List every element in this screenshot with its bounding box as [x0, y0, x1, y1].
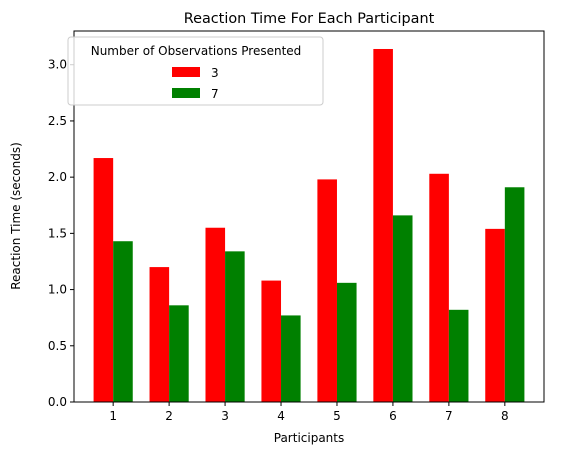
bar-series-3-participant-8	[485, 228, 505, 402]
y-tick-label-2.0: 2.0	[48, 170, 67, 184]
x-tick-label-4: 4	[277, 409, 285, 423]
bar-series-7-participant-6	[392, 215, 413, 402]
legend-swatch-7	[172, 88, 200, 98]
bar-series-7-participant-8	[504, 187, 525, 402]
bar-series-3-participant-4	[261, 280, 282, 402]
y-tick-label-2.5: 2.5	[48, 114, 67, 128]
x-tick-label-3: 3	[221, 409, 229, 423]
y-axis-label: Reaction Time (seconds)	[9, 142, 23, 290]
x-tick-label-8: 8	[501, 409, 509, 423]
bar-series-3-participant-1	[93, 158, 114, 402]
bars-group	[93, 48, 525, 403]
y-tick-label-3.0: 3.0	[48, 58, 67, 72]
bar-series-3-participant-2	[149, 267, 170, 402]
bar-series-7-participant-2	[169, 305, 189, 402]
chart-title: Reaction Time For Each Participant	[184, 11, 435, 27]
legend: Number of Observations Presented 3 7	[67, 36, 324, 106]
legend-swatch-3	[172, 67, 200, 77]
x-tick-label-1: 1	[109, 409, 117, 423]
bar-series-7-participant-7	[448, 309, 469, 402]
bar-series-3-participant-7	[429, 173, 449, 402]
legend-title: Number of Observations Presented	[91, 44, 302, 58]
bar-series-3-participant-5	[317, 179, 337, 402]
y-tick-label-0.5: 0.5	[48, 339, 67, 353]
x-tick-label-6: 6	[389, 409, 397, 423]
x-tick-label-5: 5	[333, 409, 341, 423]
y-tick-label-0.0: 0.0	[48, 395, 67, 409]
bar-series-7-participant-1	[113, 241, 133, 402]
x-tick-label-2: 2	[165, 409, 173, 423]
bar-series-3-participant-3	[205, 227, 226, 402]
bar-series-7-participant-4	[281, 315, 301, 402]
bar-series-3-participant-6	[373, 48, 393, 403]
x-axis-label: Participants	[274, 431, 345, 445]
y-tick-label-1.0: 1.0	[48, 283, 67, 297]
legend-label-7: 7	[211, 87, 219, 101]
bar-series-7-participant-5	[336, 282, 357, 402]
plot-frame	[73, 30, 545, 403]
y-axis-ticks: 0.0 0.5 1.0 1.5 2.0 2.5 3.0	[48, 58, 74, 409]
legend-label-3: 3	[211, 66, 219, 80]
x-axis-ticks: 1 2 3 4 5 6 7 8	[109, 402, 509, 423]
x-tick-label-7: 7	[445, 409, 453, 423]
y-tick-label-1.5: 1.5	[48, 226, 67, 240]
bar-series-7-participant-3	[225, 251, 245, 402]
